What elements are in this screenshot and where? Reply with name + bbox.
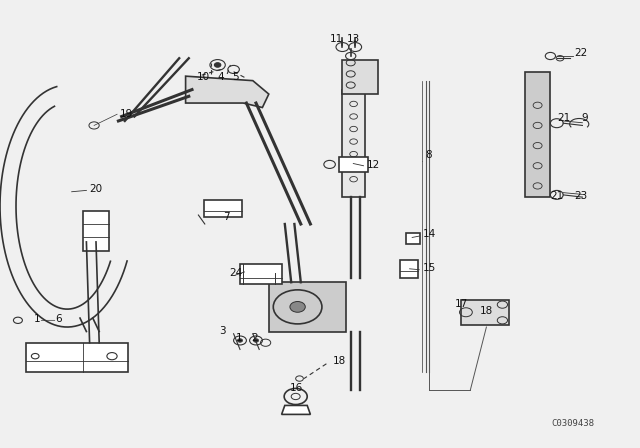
Bar bbox=[204, 200, 242, 217]
Text: 9: 9 bbox=[581, 113, 588, 123]
Bar bbox=[339, 157, 368, 172]
Text: 13: 13 bbox=[348, 34, 360, 44]
Text: 1: 1 bbox=[34, 314, 40, 324]
Bar bbox=[342, 90, 365, 197]
Text: 3: 3 bbox=[219, 326, 225, 336]
Text: 16: 16 bbox=[290, 383, 303, 392]
Text: 19: 19 bbox=[120, 109, 132, 119]
Text: 17: 17 bbox=[454, 299, 468, 309]
Text: 18: 18 bbox=[480, 306, 493, 316]
Text: 15: 15 bbox=[422, 263, 436, 273]
Text: 1: 1 bbox=[236, 333, 242, 343]
Polygon shape bbox=[282, 405, 310, 414]
Bar bbox=[461, 300, 509, 325]
Bar bbox=[240, 264, 282, 284]
Text: 6: 6 bbox=[56, 314, 62, 324]
Text: C0309438: C0309438 bbox=[551, 419, 595, 428]
Text: 24: 24 bbox=[229, 268, 243, 278]
Text: 21: 21 bbox=[557, 113, 570, 123]
Bar bbox=[406, 233, 420, 244]
Text: 12: 12 bbox=[367, 160, 380, 170]
Bar bbox=[525, 72, 550, 197]
Text: 8: 8 bbox=[426, 150, 432, 159]
Bar bbox=[83, 211, 109, 251]
Bar bbox=[400, 260, 418, 278]
Polygon shape bbox=[186, 76, 269, 108]
Text: 11: 11 bbox=[330, 34, 342, 44]
Text: 2: 2 bbox=[251, 333, 257, 343]
Bar bbox=[342, 60, 378, 94]
Text: 10: 10 bbox=[197, 72, 210, 82]
Circle shape bbox=[290, 302, 305, 312]
Text: 4: 4 bbox=[218, 72, 224, 82]
Text: 18: 18 bbox=[333, 356, 346, 366]
Text: 20: 20 bbox=[90, 184, 103, 194]
Bar bbox=[26, 343, 128, 372]
Circle shape bbox=[253, 339, 259, 342]
Text: 5: 5 bbox=[232, 72, 239, 82]
Text: 23: 23 bbox=[574, 191, 588, 201]
Bar bbox=[269, 282, 346, 332]
Text: 21: 21 bbox=[550, 191, 564, 201]
Text: 14: 14 bbox=[422, 229, 436, 239]
Text: 22: 22 bbox=[574, 48, 588, 58]
Text: 7: 7 bbox=[223, 212, 229, 222]
Circle shape bbox=[237, 339, 243, 342]
Circle shape bbox=[214, 63, 221, 67]
